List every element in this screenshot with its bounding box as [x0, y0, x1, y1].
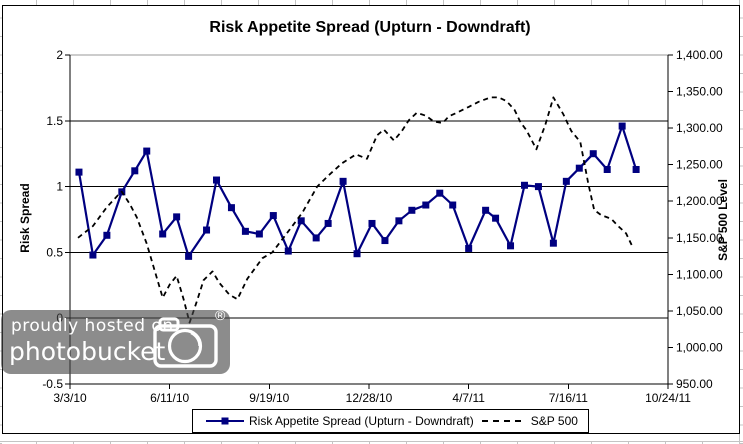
watermark-brand: photobucket: [9, 337, 166, 366]
legend-label-risk: Risk Appetite Spread (Upturn - Downdraft…: [249, 414, 474, 428]
left-axis-title: Risk Spread: [18, 183, 32, 253]
chart-title: Risk Appetite Spread (Upturn - Downdraft…: [209, 19, 531, 36]
watermark-tagline: proudly hosted on: [11, 316, 174, 336]
camera-icon: [153, 317, 218, 368]
risk-series-legend-sample: [206, 420, 244, 422]
worksheet-gridlines-left: [0, 0, 2, 444]
worksheet-gridlines-top: [0, 0, 743, 5]
right-axis-title: S&P 500 Level: [716, 179, 730, 261]
legend-label-sp500: S&P 500: [530, 414, 578, 428]
photobucket-watermark: proudly hosted on photobucket ®: [1, 307, 230, 374]
sp500-legend-sample: [481, 420, 526, 422]
legend: Risk Appetite Spread (Upturn - Downdraft…: [192, 409, 589, 433]
worksheet-gridlines-bottom: [0, 441, 743, 444]
registered-trademark-symbol: ®: [215, 307, 226, 323]
